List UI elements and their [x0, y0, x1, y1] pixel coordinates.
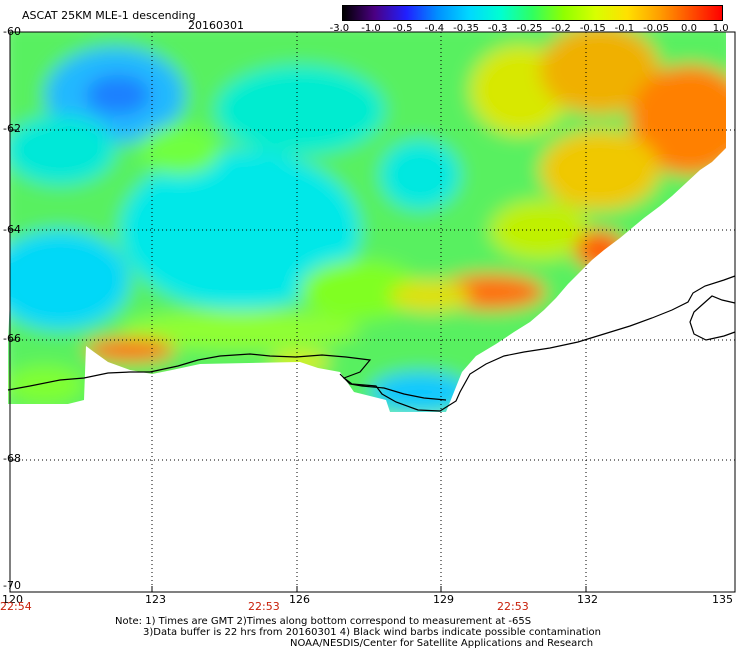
lon-label-120: 120 — [2, 593, 23, 606]
lat-label-68: -68 — [3, 452, 21, 465]
lat-label-64: -64 — [3, 223, 21, 236]
lon-label-129: 129 — [433, 593, 454, 606]
colorbar-label: -0.25 — [516, 23, 543, 34]
note-line-2: 3)Data buffer is 22 hrs from 20160301 4)… — [143, 627, 601, 638]
lat-label-70: -70 — [3, 579, 21, 592]
colorbar-label: -0.3 — [487, 23, 508, 34]
lon-label-132: 132 — [577, 593, 598, 606]
product-date: 20160301 — [188, 19, 244, 32]
lat-lon-gridlines — [10, 32, 735, 592]
antarctic-coastline — [7, 275, 736, 412]
note-line-1: Note: 1) Times are GMT 2)Times along bot… — [115, 616, 532, 627]
colorbar-label: -1.0 — [361, 23, 381, 34]
lat-label-60: -60 — [3, 25, 21, 38]
lat-label-66: -66 — [3, 332, 21, 345]
footnotes: Note: 1) Times are GMT 2)Times along bot… — [115, 616, 735, 649]
time-label-3: 22:53 — [497, 600, 529, 613]
colorbar-label: -0.1 — [614, 23, 635, 34]
colorbar-label: -0.05 — [643, 23, 670, 34]
lon-label-123: 123 — [145, 593, 166, 606]
colorbar-label: 1.0 — [712, 23, 729, 34]
product-title: ASCAT 25KM MLE-1 descending — [22, 9, 196, 22]
note-line-3: NOAA/NESDIS/Center for Satellite Applica… — [290, 638, 594, 649]
colorbar-label: -0.2 — [551, 23, 571, 34]
colorbar-label: -0.35 — [453, 23, 480, 34]
colorbar-label: -0.15 — [579, 23, 606, 34]
time-label-1: 22:54 — [0, 600, 32, 613]
lon-label-126: 126 — [289, 593, 310, 606]
lat-label-62: -62 — [3, 122, 21, 135]
plot-frame — [9, 31, 736, 593]
colorbar-label: 0.0 — [681, 23, 697, 34]
axis-ticks — [10, 129, 587, 592]
coastline-inlet — [339, 373, 447, 401]
colorbar-label: -0.5 — [392, 23, 413, 34]
colorbar — [342, 5, 723, 21]
lon-label-135: 135 — [712, 593, 733, 606]
colorbar-label: -3.0 — [329, 23, 350, 34]
coastline-islands — [689, 295, 736, 341]
colorbar-label: -0.4 — [424, 23, 445, 34]
time-label-2: 22:53 — [248, 600, 280, 613]
